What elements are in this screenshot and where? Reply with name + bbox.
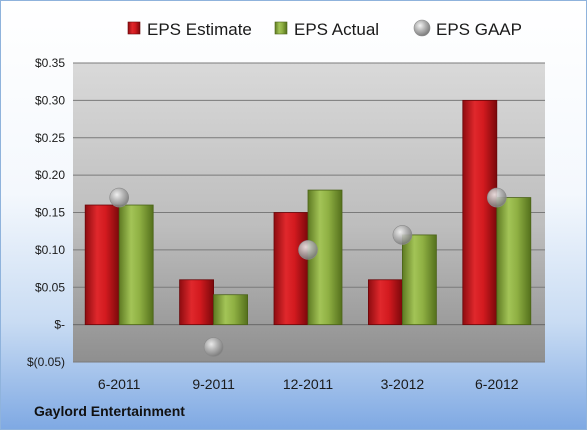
y-tick-label: $- (54, 318, 65, 332)
legend-label: EPS Actual (294, 20, 379, 39)
company-name: Gaylord Entertainment (34, 403, 185, 419)
eps-gaap-marker (298, 240, 318, 260)
y-tick-label: $0.30 (35, 93, 65, 107)
eps-gaap-marker (486, 187, 507, 208)
legend-swatch-gaap (413, 19, 431, 37)
bars (84, 99, 532, 326)
x-category-label: 3-2012 (381, 376, 425, 392)
x-axis: 6-2011 9-2011 12-2011 3-2012 6-2012 (98, 376, 519, 392)
eps-estimate-bar (273, 212, 309, 326)
eps-estimate-bar (367, 279, 403, 326)
eps-estimate-bar (462, 99, 498, 326)
eps-actual-bar (213, 294, 249, 326)
legend-label: EPS GAAP (436, 20, 522, 39)
y-tick-label: $0.25 (35, 131, 65, 145)
x-category-label: 9-2011 (192, 376, 235, 392)
x-category-label: 12-2011 (283, 376, 334, 392)
x-category-label: 6-2011 (98, 376, 141, 392)
y-axis: $0.35 $0.30 $0.25 $0.20 $0.15 $0.10 $0.05 $- $(0… (27, 56, 65, 369)
eps-gaap-marker (203, 337, 224, 357)
eps-actual-bar (118, 204, 154, 326)
y-tick-label: $0.35 (35, 56, 65, 70)
eps-actual-bar (496, 197, 532, 326)
eps-estimate-bar (179, 279, 215, 326)
legend-swatch-estimate (127, 21, 141, 35)
legend: EPS Estimate EPS Actual EPS GAAP (127, 19, 522, 39)
eps-actual-bar (401, 234, 437, 326)
y-tick-label: $0.20 (35, 168, 65, 182)
eps-gaap-marker (392, 225, 413, 245)
y-tick-label: $0.05 (35, 280, 65, 294)
x-category-label: 6-2012 (475, 376, 519, 392)
y-tick-label: $0.10 (35, 243, 65, 257)
eps-estimate-bar (84, 204, 120, 326)
eps-gaap-marker (109, 187, 129, 208)
legend-swatch-actual (274, 21, 288, 35)
gaap-markers (109, 187, 507, 357)
legend-label: EPS Estimate (147, 20, 252, 39)
y-tick-label: $(0.05) (27, 355, 65, 369)
y-tick-label: $0.15 (35, 206, 65, 220)
